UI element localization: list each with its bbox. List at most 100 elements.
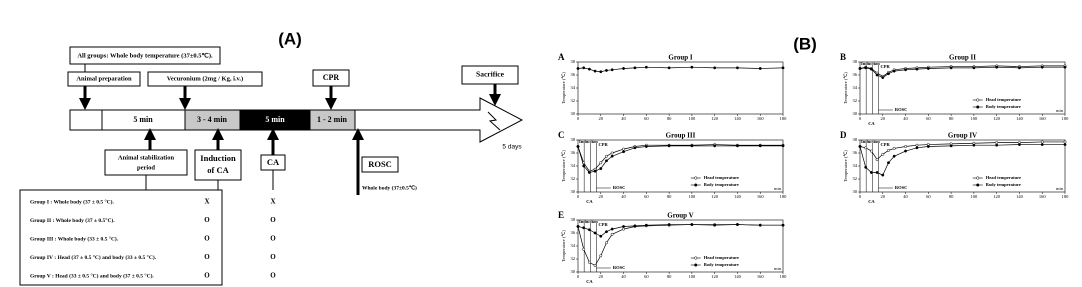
event-label: CPR	[881, 142, 891, 147]
y-tick-label: 32	[853, 176, 858, 181]
x-tick-label: 40	[621, 274, 626, 279]
data-point	[633, 224, 637, 228]
x-tick-label: 0	[577, 194, 580, 199]
data-point	[995, 65, 999, 69]
x-tick-label: 40	[903, 116, 908, 121]
data-point	[781, 223, 785, 227]
data-point	[892, 154, 896, 158]
y-tick-label: 30	[571, 269, 576, 274]
group-mark: X	[270, 198, 275, 206]
segment	[309, 109, 356, 131]
break	[487, 111, 501, 131]
data-point	[644, 65, 648, 69]
event-label: Induction	[579, 219, 598, 224]
x-tick-label: 0	[577, 274, 580, 279]
x-tick-label: 160	[757, 274, 765, 279]
data-point	[904, 149, 908, 153]
data-point	[758, 144, 762, 148]
x-tick-label: 140	[734, 194, 742, 199]
y-axis-label: Temperature (℃)	[561, 72, 566, 104]
x-tick-label: 180	[1062, 116, 1070, 121]
data-point	[875, 158, 879, 161]
data-point	[633, 66, 637, 70]
data-point	[887, 161, 890, 165]
plot-frame	[577, 61, 784, 115]
x-tick-label: 140	[734, 274, 742, 279]
data-point	[599, 70, 603, 74]
note-box	[69, 46, 221, 65]
y-tick-label: 38	[853, 59, 858, 64]
group-mark: O	[270, 235, 276, 243]
x-tick-label: 80	[667, 194, 672, 199]
data-point	[644, 223, 648, 227]
series-line	[859, 65, 1065, 77]
x-tick-label: 160	[1039, 194, 1047, 199]
data-point	[610, 68, 614, 72]
segment-label: 5 min	[133, 115, 153, 124]
panel-letter: D	[840, 130, 847, 140]
legend-label: Body temperature	[986, 182, 1021, 187]
x-tick-label: 60	[926, 116, 931, 121]
data-point	[605, 230, 608, 234]
segment-label: 5 min	[265, 115, 285, 124]
x-tick-label: 0	[577, 116, 580, 121]
data-point	[587, 260, 591, 264]
period: CA	[267, 157, 280, 167]
group-label: Group I : Whole body (37 ± 0.5 °C).	[30, 198, 114, 205]
step-box	[461, 65, 519, 85]
data-point	[972, 143, 976, 147]
data-point	[610, 232, 614, 236]
data-point	[713, 223, 717, 227]
legend-label: Body temperature	[986, 104, 1021, 109]
data-point	[576, 145, 580, 148]
y-tick-label: 38	[853, 137, 858, 142]
event-label: CPR	[599, 142, 609, 147]
data-point	[926, 145, 930, 148]
data-point	[644, 145, 648, 148]
group-mark: O	[204, 253, 210, 261]
x-axis-label: min	[1056, 186, 1064, 191]
legend-label: Head temperature	[986, 97, 1021, 102]
x-tick-label: 40	[621, 194, 626, 199]
group-label: Group III : Whole body (33 ± 0.5 °C).	[30, 235, 119, 242]
data-point	[735, 66, 739, 70]
data-point	[915, 146, 919, 150]
data-point	[622, 225, 626, 228]
group-label: Group II : Whole body (37 ± 0.5°C).	[30, 217, 115, 224]
x-tick-label: 140	[1016, 116, 1024, 121]
y-tick-label: 34	[571, 163, 576, 168]
rosc-note: Whole body (37±0.5℃)	[362, 184, 417, 191]
y-tick-label: 32	[571, 98, 576, 103]
data-point	[1017, 66, 1021, 70]
y-tick-label: 30	[571, 111, 576, 116]
group-mark: O	[204, 272, 210, 280]
period-box	[104, 149, 188, 176]
y-axis-label: Temperature (℃)	[843, 150, 848, 182]
series-line	[577, 66, 784, 73]
plot-frame	[577, 139, 784, 193]
timeline-diagram: (A) All groups: Whole body temperature (…	[19, 29, 524, 286]
data-point	[875, 73, 879, 77]
group-mark: O	[270, 216, 276, 224]
y-axis-label: Temperature (℃)	[843, 72, 848, 104]
x-axis-label: min	[774, 186, 782, 191]
plot-frame	[859, 61, 1066, 115]
data-point	[599, 254, 603, 258]
note: All groups: Whole body temperature (37±0…	[77, 51, 213, 59]
x-axis-label: min	[774, 266, 782, 271]
x-tick-label: 20	[881, 116, 886, 121]
data-point	[667, 66, 671, 70]
legend-marker	[694, 256, 698, 260]
x-tick-label: 20	[599, 194, 604, 199]
y-tick-label: 36	[571, 230, 576, 235]
event-label: CA	[586, 199, 593, 204]
panel-letter: C	[558, 130, 565, 140]
group-mark: O	[204, 216, 210, 224]
data-point	[1017, 143, 1021, 147]
x-tick-label: 40	[903, 194, 908, 199]
step: Vecuronium (2mg / Kg, i.v.)	[167, 75, 243, 82]
chart-title: Group V	[667, 212, 693, 220]
group-table	[19, 189, 223, 286]
period-box	[194, 149, 242, 181]
data-point	[1040, 65, 1044, 69]
